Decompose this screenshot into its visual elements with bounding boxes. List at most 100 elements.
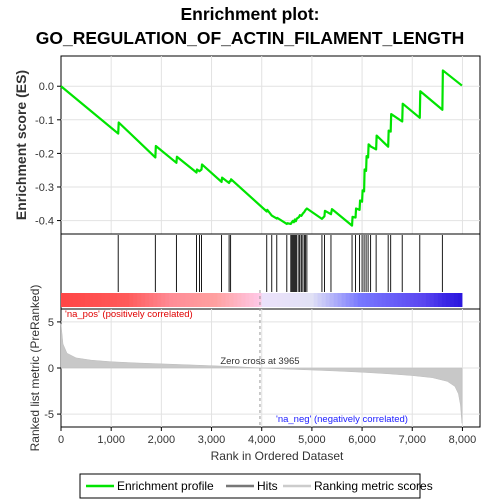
metric-x-ticks: 0 1,000 2,000 3,000 4,000 5,000 6,000 7,000 8,00… xyxy=(58,427,476,446)
metric-y-tick-label: -5 xyxy=(44,409,54,421)
heat-bar-segment xyxy=(89,293,94,307)
legend-label-ranking: Ranking metric scores xyxy=(314,479,433,493)
heat-bar-segment xyxy=(381,293,387,307)
heat-bar-segment xyxy=(145,293,150,307)
es-y-tick-label: -0.1 xyxy=(35,115,54,127)
heat-bar-segment xyxy=(393,293,399,307)
heat-bar-segment xyxy=(189,293,194,307)
legend-label-enrichment: Enrichment profile xyxy=(117,479,214,493)
x-tick-label: 5,000 xyxy=(298,434,326,446)
heat-bar-segment xyxy=(385,293,391,307)
heat-bar-segment xyxy=(153,293,158,307)
heat-bar-segment xyxy=(413,293,419,307)
x-tick-label: 8,000 xyxy=(449,434,477,446)
x-tick-label: 1,000 xyxy=(97,434,125,446)
es-y-tick-label: -0.2 xyxy=(35,148,54,160)
heat-bar-segment xyxy=(369,293,375,307)
x-tick-label: 2,000 xyxy=(148,434,176,446)
heat-bar-segment xyxy=(441,293,447,307)
heat-bar-segment xyxy=(345,293,351,307)
heat-bar-segment xyxy=(141,293,146,307)
es-y-tick-label: -0.3 xyxy=(35,182,54,194)
heat-bar-segment xyxy=(397,293,403,307)
es-panel-frame xyxy=(60,55,481,235)
x-tick-label: 6,000 xyxy=(348,434,376,446)
heat-bar-segment xyxy=(329,293,335,307)
heat-bar-segment xyxy=(97,293,102,307)
heat-bar-segment xyxy=(137,293,142,307)
heat-bar-segment xyxy=(177,293,182,307)
heat-bar-segment xyxy=(173,293,178,307)
heat-bar-segment xyxy=(293,293,299,307)
heat-bar-segment xyxy=(285,293,291,307)
es-y-tick-label: -0.4 xyxy=(35,216,54,228)
heat-bar-segment xyxy=(249,293,254,307)
legend-label-hits: Hits xyxy=(257,479,278,493)
heat-bar-segment xyxy=(133,293,138,307)
legend: Enrichment profile Hits Ranking metric s… xyxy=(79,473,433,499)
pos-correlated-label: 'na_pos' (positively correlated) xyxy=(65,309,193,320)
heat-bar-segment xyxy=(81,293,86,307)
heat-bar-segment xyxy=(161,293,166,307)
heat-bar-segment xyxy=(353,293,359,307)
heat-bar-segment xyxy=(405,293,411,307)
heat-bar-segment xyxy=(357,293,363,307)
heat-bar-segment xyxy=(309,293,315,307)
heat-bar-segment xyxy=(61,293,66,307)
heat-bar-segment xyxy=(253,293,258,307)
x-tick-label: 0 xyxy=(58,434,64,446)
es-grid xyxy=(61,56,480,234)
heat-bar-segment xyxy=(205,293,210,307)
metric-panel: Zero cross at 3965 'na_pos' (positively … xyxy=(28,285,481,463)
heat-bar-segment xyxy=(421,293,427,307)
zero-cross-label: Zero cross at 3965 xyxy=(220,356,299,367)
heat-bar-segment xyxy=(241,293,246,307)
es-y-tick-label: 0.0 xyxy=(39,81,54,93)
heat-bar-segment xyxy=(337,293,343,307)
rank-heat-bar xyxy=(61,293,463,307)
heat-bar-segment xyxy=(113,293,118,307)
heat-bar-segment xyxy=(209,293,214,307)
heat-bar-segment xyxy=(237,293,242,307)
heat-bar-segment xyxy=(109,293,114,307)
heat-bar-segment xyxy=(265,293,270,307)
heat-bar-segment xyxy=(269,293,274,307)
heat-bar-segment xyxy=(185,293,190,307)
heat-bar-segment xyxy=(125,293,130,307)
heat-bar-segment xyxy=(277,293,283,307)
heat-bar-segment xyxy=(457,293,463,307)
heat-bar-segment xyxy=(417,293,423,307)
heat-bar-segment xyxy=(169,293,174,307)
heat-bar-segment xyxy=(361,293,367,307)
heat-bar-segment xyxy=(437,293,443,307)
heat-bar-segment xyxy=(73,293,78,307)
heat-bar-segment xyxy=(273,293,279,307)
heat-bar-segment xyxy=(201,293,206,307)
heat-bar-segment xyxy=(321,293,327,307)
x-tick-label: 7,000 xyxy=(398,434,426,446)
heat-bar-segment xyxy=(229,293,234,307)
heat-bar-segment xyxy=(341,293,347,307)
heat-bar-segment xyxy=(261,293,266,307)
heat-bar-segment xyxy=(401,293,407,307)
heat-bar-segment xyxy=(445,293,451,307)
ranking-metric-area xyxy=(60,323,463,424)
heat-bar-segment xyxy=(77,293,82,307)
heat-bar-segment xyxy=(305,293,311,307)
x-tick-label: 3,000 xyxy=(198,434,226,446)
chart-title-line1: Enrichment plot: xyxy=(180,4,319,24)
heat-bar-segment xyxy=(85,293,90,307)
heat-bar-segment xyxy=(373,293,379,307)
heat-bar-segment xyxy=(217,293,222,307)
neg-correlated-label: 'na_neg' (negatively correlated) xyxy=(276,414,408,425)
es-y-axis-label: Enrichment score (ES) xyxy=(13,70,29,220)
heat-bar-segment xyxy=(245,293,250,307)
metric-y-axis-label: Ranked list metric (PreRanked) xyxy=(28,285,42,452)
heat-bar-segment xyxy=(377,293,383,307)
hits-panel xyxy=(60,233,481,310)
heat-bar-segment xyxy=(165,293,170,307)
heat-bar-segment xyxy=(157,293,162,307)
heat-bar-segment xyxy=(233,293,238,307)
heat-bar-segment xyxy=(297,293,303,307)
heat-bar-segment xyxy=(301,293,307,307)
